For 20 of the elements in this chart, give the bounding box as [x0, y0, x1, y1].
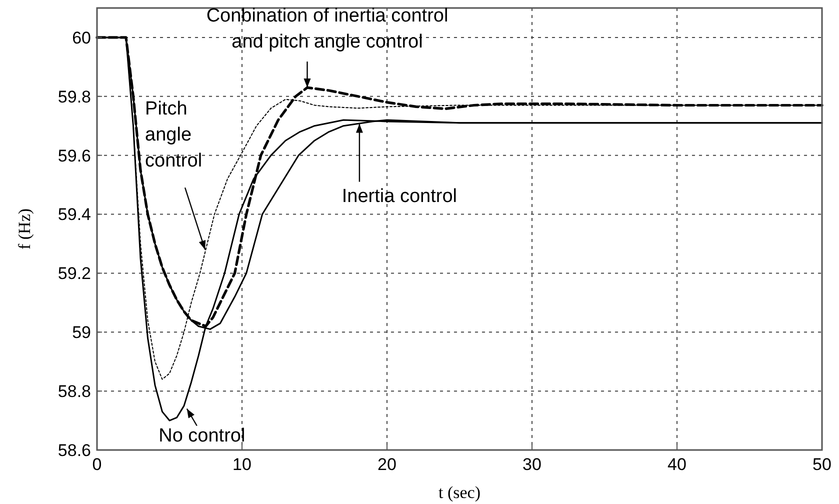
x-axis-title: t (sec)	[438, 483, 481, 502]
x-tick-label: 20	[378, 455, 396, 474]
y-tick-label: 60	[72, 28, 91, 48]
annotation: Inertia control	[342, 186, 458, 207]
x-tick-label: 0	[92, 455, 102, 474]
y-tick-label: 59.8	[58, 87, 91, 106]
x-tick-label: 50	[812, 455, 832, 474]
annotation: Conbination of inertia control and pitch angle control	[206, 6, 448, 53]
annotation: Pitch angle control	[145, 98, 202, 172]
x-tick-label: 10	[232, 455, 252, 474]
y-tick-label: 59.4	[58, 205, 91, 224]
y-tick-label: 58.6	[58, 440, 91, 460]
y-tick-label: 59.6	[58, 146, 91, 166]
y-tick-label: 59	[72, 323, 91, 342]
y-tick-label: 58.8	[58, 382, 91, 402]
x-tick-label: 40	[668, 455, 686, 474]
x-tick-label: 30	[522, 455, 542, 474]
y-tick-label: 59.2	[58, 264, 91, 284]
y-axis-title: f (Hz)	[15, 208, 34, 250]
annotation: No control	[158, 426, 246, 447]
